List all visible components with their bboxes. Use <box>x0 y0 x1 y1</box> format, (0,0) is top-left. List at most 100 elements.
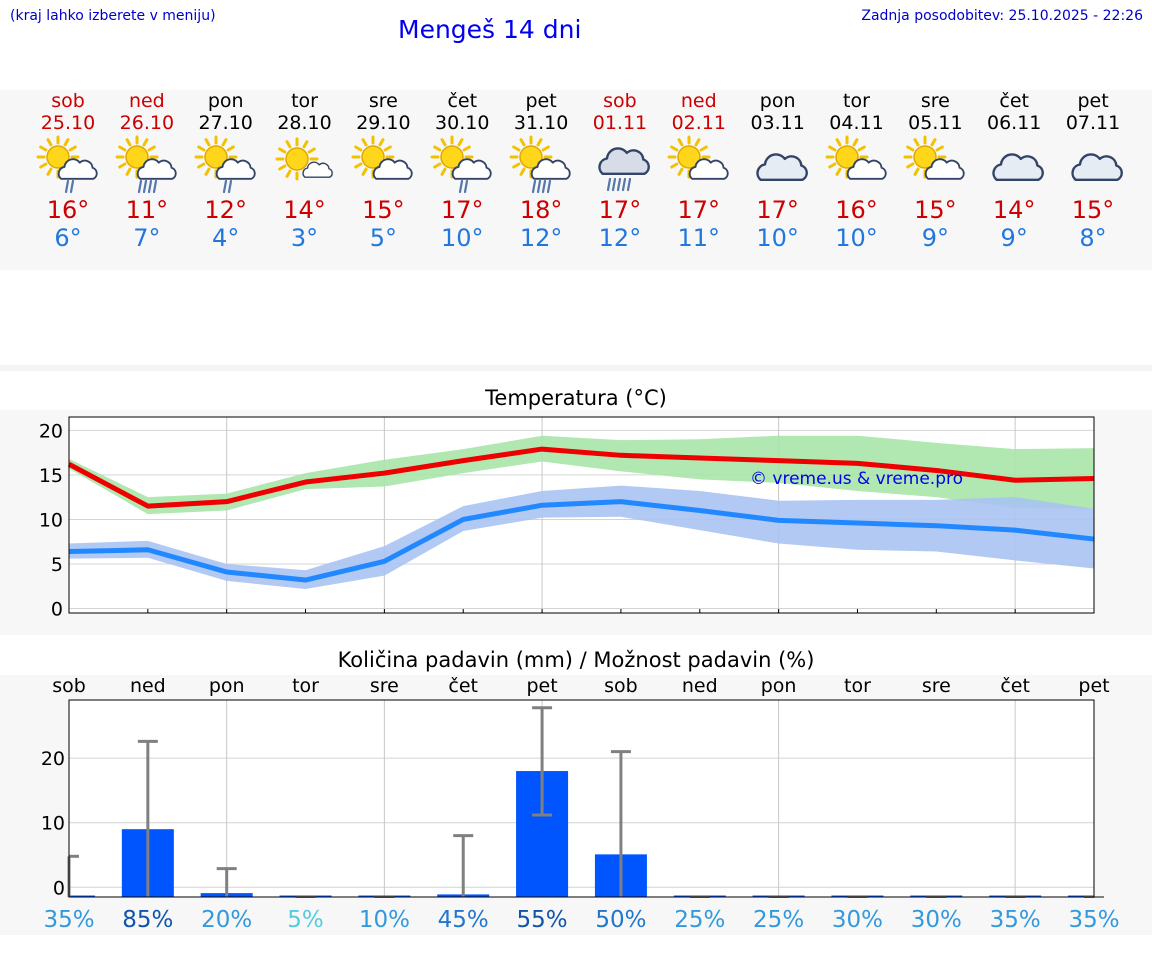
y-tick-label: 20 <box>41 748 65 770</box>
max-temperature: 16° <box>46 196 90 224</box>
day-date: 28.10 <box>277 112 332 134</box>
plot-frame <box>68 699 1095 898</box>
day-name: sre <box>368 90 398 112</box>
watermark: © vreme.us & vreme.pro <box>750 469 963 489</box>
precipitation-panel: 0 10 20 sob ned pon tor sre čet pet sob ned pon tor sr… <box>0 675 1152 935</box>
rain-shape <box>222 179 232 194</box>
precipitation-probability: 30% <box>832 907 883 933</box>
x-category-label: čet <box>448 675 478 697</box>
max-temperature: 15° <box>1071 196 1115 224</box>
day-name: sob <box>51 90 85 112</box>
day-date: 27.10 <box>198 112 253 134</box>
min-range-band <box>69 485 1094 589</box>
min-temperature: 12° <box>519 224 563 252</box>
day-name: sre <box>920 90 950 112</box>
precipitation-probability: 25% <box>674 907 725 933</box>
x-category-label: sre <box>922 675 951 697</box>
plot-frame <box>68 416 1095 614</box>
sun-cloud-icon <box>667 135 729 180</box>
cloud-shape <box>57 158 98 180</box>
x-category-label: ned <box>130 675 166 697</box>
sun-cloud-icon <box>903 135 966 180</box>
max-temperature: 17° <box>756 196 799 224</box>
sun-shape <box>115 135 159 179</box>
day-column: čet 30.10 17° 10° <box>422 90 502 252</box>
rain-shape <box>606 177 632 192</box>
x-category-label: sob <box>52 675 86 697</box>
temperature-panel: 0 5 10 15 20 © vreme.us & vreme.pro <box>0 410 1152 635</box>
min-temperature: 5° <box>369 224 398 252</box>
cloud-shape <box>925 158 966 180</box>
min-temperature: 10° <box>440 224 484 252</box>
temperature-chart-title: Temperatura (°C) <box>485 386 667 410</box>
cloud-shape <box>452 158 492 180</box>
day-name: čet <box>447 90 478 112</box>
x-category-label: tor <box>292 675 319 697</box>
sun-cloud-heavy-rain-icon <box>509 135 571 194</box>
day-name: čet <box>999 90 1029 112</box>
day-date: 06.11 <box>986 112 1042 134</box>
precipitation-probability: 85% <box>122 907 173 933</box>
cloud-shape <box>1071 153 1123 182</box>
cloud-icon <box>1071 153 1123 182</box>
day-name: tor <box>843 90 870 112</box>
cloud-shape <box>530 158 571 180</box>
x-category-label: sre <box>370 675 399 697</box>
day-column: sob 01.11 17° 12° <box>580 90 660 252</box>
min-temperature: 3° <box>290 224 319 252</box>
cloud-icon <box>755 153 808 182</box>
precipitation-probability: 20% <box>201 907 252 933</box>
day-column: pon 03.11 17° 10° <box>738 90 818 252</box>
cloud-shape <box>598 147 650 176</box>
x-category-label: pon <box>209 675 245 697</box>
max-temperature: 17° <box>677 196 721 224</box>
max-temperature: 16° <box>835 196 878 224</box>
panel-separator <box>0 365 1152 371</box>
cloud-heavy-rain-icon <box>598 147 650 192</box>
day-column: ned 02.11 17° 11° <box>659 90 739 252</box>
min-temperature: 11° <box>677 224 721 252</box>
x-category-label: ned <box>682 675 718 697</box>
x-category-label: čet <box>1000 675 1030 697</box>
rain-shape <box>531 179 552 194</box>
precipitation-probability: 25% <box>753 907 804 933</box>
last-update: Zadnja posodobitev: 25.10.2025 - 22:26 <box>861 8 1143 24</box>
precipitation-probability: 55% <box>517 907 568 933</box>
max-temperature: 12° <box>204 196 247 224</box>
error-bar <box>453 834 474 897</box>
precipitation-probability: 50% <box>595 907 646 933</box>
max-temperature: 11° <box>125 196 169 224</box>
min-temperature: 9° <box>1000 224 1028 252</box>
cloud-shape <box>301 161 333 178</box>
y-tick-label: 5 <box>51 554 63 576</box>
y-tick-label: 10 <box>39 509 63 531</box>
rain-shape <box>137 179 157 194</box>
sun-shape <box>36 135 80 179</box>
day-date: 05.11 <box>908 112 963 134</box>
cloud-shape <box>846 158 887 180</box>
precipitation-bar <box>69 895 95 897</box>
day-date: 03.11 <box>750 112 805 134</box>
x-category-label: pet <box>526 675 557 697</box>
min-temperature-line <box>68 499 1095 583</box>
day-date: 25.10 <box>40 112 96 134</box>
max-temperature: 17° <box>440 196 484 224</box>
day-column: pon 27.10 12° 4° <box>186 90 266 252</box>
day-column: pet 07.11 15° 8° <box>1053 90 1133 252</box>
plot-area <box>69 700 1094 897</box>
cloud-icon <box>992 153 1045 182</box>
y-tick-label: 10 <box>41 813 65 835</box>
min-temperature: 8° <box>1079 224 1107 252</box>
error-bar <box>610 750 631 897</box>
day-name: tor <box>291 90 318 112</box>
location-hint: (kraj lahko izberete v meniju) <box>10 8 216 24</box>
sun-shape <box>275 137 319 181</box>
day-date: 02.11 <box>671 112 726 134</box>
max-range-band <box>69 435 1094 515</box>
sun-cloud-icon <box>825 135 887 180</box>
cloud-shape <box>136 158 177 180</box>
min-temperature: 12° <box>598 224 642 252</box>
x-category-label: sob <box>604 675 638 697</box>
y-tick-label: 0 <box>53 877 65 899</box>
min-temperature: 9° <box>921 224 949 252</box>
